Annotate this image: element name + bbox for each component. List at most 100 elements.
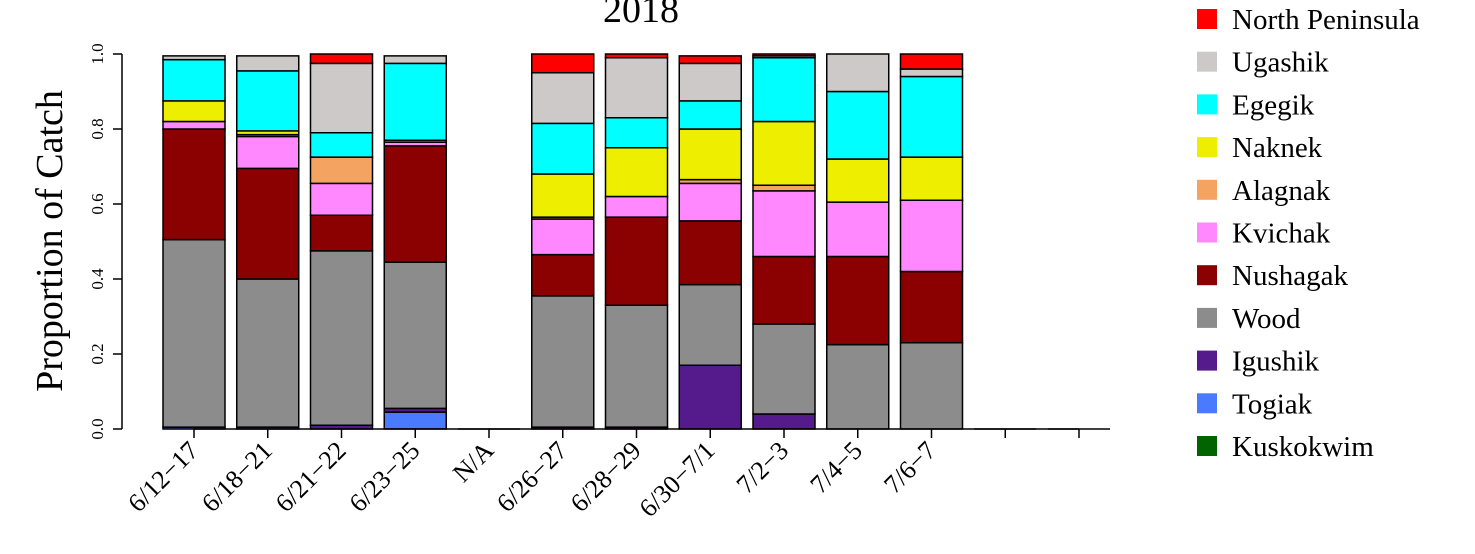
bar-segment-ugashik-0	[162, 55, 226, 61]
legend-label-kvichak: Kvichak	[1232, 218, 1331, 250]
bar-segment-egegik-9	[826, 90, 890, 160]
bar-segment-egegik-7	[678, 100, 742, 130]
legend-label-naknek: Naknek	[1232, 132, 1323, 164]
bar-segment-ugashik-5	[531, 72, 595, 125]
x-tick-label: 7/6−7	[878, 436, 942, 500]
bar-segment-kvichak-9	[826, 201, 890, 258]
y-tick-label: 0.2	[88, 343, 107, 364]
y-tick-label: 1.0	[88, 43, 107, 64]
bar-segment-egegik-8	[752, 57, 816, 123]
bar-segment-egegik-6	[604, 117, 669, 149]
chart-title: 2018	[603, 0, 679, 31]
bar-segment-north-peninsula-10	[899, 53, 964, 70]
legend-label-nushagak: Nushagak	[1232, 260, 1348, 292]
bar-segment-naknek-7	[678, 128, 742, 181]
x-tick-label: 7/4−5	[804, 436, 868, 500]
y-tick-label: 0.4	[88, 268, 107, 290]
bar-segment-kvichak-6	[604, 195, 669, 218]
bar-segment-nushagak-10	[899, 270, 964, 344]
bar-segment-north-peninsula-7	[678, 55, 742, 65]
legend-label-kuskokwim: Kuskokwim	[1232, 431, 1374, 463]
x-tick-label: 6/28−29	[565, 436, 647, 518]
legend-label-egegik: Egegik	[1232, 89, 1315, 121]
bar-segment-wood-8	[752, 323, 816, 415]
legend-swatch-ugashik	[1197, 51, 1217, 72]
bar-segment-egegik-3	[383, 62, 447, 141]
bar-segment-togiak-3	[383, 411, 447, 430]
y-axis: 0.0 0.2 0.4 0.6 0.8 1.0	[88, 43, 123, 440]
bar-segment-ugashik-9	[826, 53, 890, 93]
x-tick-label: 6/23−25	[344, 436, 426, 518]
bar-segment-kvichak-2	[309, 182, 374, 216]
x-tick-label: 6/12−17	[122, 436, 204, 518]
bar-segment-wood-1	[236, 278, 300, 428]
bar-segment-ugashik-1	[236, 55, 300, 72]
y-tick-label: 0.0	[88, 418, 107, 439]
bar-segment-igushik-8	[752, 413, 816, 430]
bar-segment-naknek-9	[826, 158, 890, 203]
legend-swatch-north-peninsula	[1197, 9, 1217, 29]
bar-segment-kvichak-8	[752, 190, 816, 258]
legend-label-alagnak: Alagnak	[1232, 175, 1331, 207]
bar-segment-kvichak-7	[678, 182, 742, 222]
bar-segment-nushagak-9	[826, 255, 890, 346]
legend-label-ugashik: Ugashik	[1232, 47, 1329, 79]
bar-segment-egegik-10	[899, 75, 964, 158]
x-axis: 6/12−176/18−216/21−226/23−25 N/A6/26−276/…	[122, 428, 1080, 523]
bar-segment-wood-2	[309, 250, 374, 426]
bar-segment-nushagak-5	[531, 253, 595, 297]
bar-segment-ugashik-10	[899, 68, 964, 78]
bar-segment-north-peninsula-2	[309, 53, 374, 65]
bars-group	[162, 53, 1110, 430]
bar-segment-wood-9	[826, 343, 890, 430]
bar-segment-ugashik-2	[309, 62, 374, 134]
bar-segment-egegik-0	[162, 58, 226, 102]
bar-segment-kvichak-0	[162, 120, 226, 130]
bar-segment-naknek-6	[604, 147, 669, 198]
bar-segment-alagnak-8	[752, 184, 816, 192]
bar-segment-north-peninsula-5	[531, 53, 595, 74]
bar-segment-wood-3	[383, 261, 447, 410]
legend: North Peninsula Ugashik Egegik Naknek Alagna…	[1197, 4, 1420, 463]
bar-segment-naknek-8	[752, 120, 816, 186]
legend-label-togiak: Togiak	[1232, 388, 1313, 420]
bar-segment-ugashik-3	[383, 55, 447, 65]
bar-segment-kvichak-5	[531, 218, 595, 256]
bar-segment-nushagak-7	[678, 220, 742, 286]
legend-swatch-alagnak	[1197, 179, 1217, 200]
legend-swatch-egegik	[1197, 94, 1217, 115]
bar-segment-wood-10	[899, 342, 964, 430]
legend-label-igushik: Igushik	[1232, 346, 1320, 378]
x-tick-label: 7/2−3	[731, 436, 795, 500]
bar-segment-alagnak-2	[309, 156, 374, 185]
bar-segment-naknek-5	[531, 173, 595, 218]
legend-swatch-wood	[1197, 307, 1217, 328]
bar-segment-wood-7	[678, 283, 742, 366]
legend-label-north-peninsula: North Peninsula	[1232, 4, 1420, 36]
bar-segment-egegik-1	[236, 70, 300, 132]
legend-swatch-kvichak	[1197, 222, 1217, 243]
x-tick-label: 6/21−22	[270, 436, 352, 518]
legend-swatch-naknek	[1197, 137, 1217, 158]
bar-segment-kvichak-10	[899, 199, 964, 273]
bar-segment-wood-0	[162, 238, 226, 428]
bar-segment-nushagak-8	[752, 255, 816, 325]
x-tick-label: 6/18−21	[196, 436, 278, 518]
legend-swatch-nushagak	[1197, 265, 1217, 286]
legend-swatch-kuskokwim	[1197, 436, 1217, 456]
bar-segment-nushagak-6	[604, 216, 669, 306]
bar-segment-north-peninsula-6	[604, 53, 669, 59]
bar-segment-ugashik-7	[678, 62, 742, 102]
x-tick-label: 6/26−27	[491, 436, 573, 518]
bar-segment-nushagak-1	[236, 167, 300, 280]
y-tick-label: 0.6	[88, 193, 107, 214]
legend-swatch-togiak	[1197, 393, 1217, 414]
bar-segment-egegik-2	[309, 132, 374, 158]
bar-segment-igushik-7	[678, 364, 742, 430]
bar-segment-nushagak-2	[309, 214, 374, 252]
bar-segment-north-peninsula-8	[752, 53, 816, 57]
bar-segment-ugashik-6	[604, 57, 669, 119]
bar-segment-kvichak-1	[236, 135, 300, 170]
bar-segment-wood-5	[531, 295, 595, 428]
